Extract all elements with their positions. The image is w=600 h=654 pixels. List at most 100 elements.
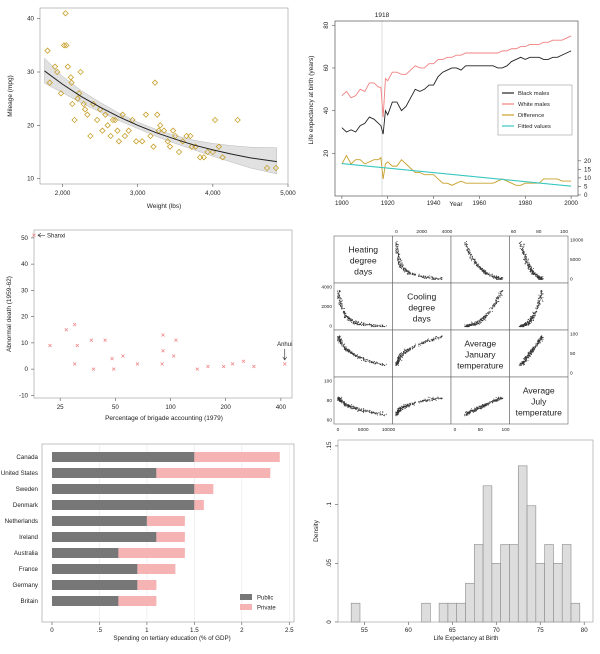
matrix-point <box>532 351 534 353</box>
matrix-point <box>413 404 415 406</box>
matrix-point <box>378 363 380 365</box>
matrix-point <box>499 397 501 399</box>
matrix-point <box>375 324 377 326</box>
matrix-point <box>427 338 429 340</box>
bar-private <box>137 580 157 590</box>
matrix-point <box>341 400 343 402</box>
matrix-point <box>359 323 361 325</box>
mileage-point <box>169 127 177 134</box>
matrix-point <box>523 326 525 328</box>
matrix-cell <box>509 329 569 378</box>
matrix-point <box>531 317 533 319</box>
bar-private <box>118 596 157 606</box>
matrix-point <box>338 400 340 402</box>
matrix-point <box>479 266 481 268</box>
matrix-point <box>425 341 427 343</box>
matrix-left-tick-label: 100 <box>324 379 332 385</box>
histogram-x-tick-label: 75 <box>537 627 544 634</box>
matrix-point <box>485 404 487 406</box>
matrix-point <box>397 252 399 254</box>
mileage-points <box>44 10 280 172</box>
matrix-point <box>339 294 341 296</box>
matrix-point <box>469 252 471 254</box>
matrix-point <box>395 412 397 414</box>
matrix-point <box>523 361 525 363</box>
matrix-point <box>470 254 472 256</box>
matrix-point <box>501 290 503 292</box>
difference-axis-tick-label: 15 <box>584 166 591 173</box>
matrix-point <box>533 318 535 320</box>
matrix-point <box>521 362 523 364</box>
matrix-point <box>474 262 476 264</box>
matrix-point <box>523 243 525 245</box>
famine-plot-frame <box>33 229 293 399</box>
matrix-point <box>356 322 358 324</box>
matrix-top-tick-label: 4000 <box>442 229 453 235</box>
matrix-point <box>522 250 524 252</box>
histogram-x-tick-label: 70 <box>493 627 500 634</box>
matrix-point <box>398 410 400 412</box>
matrix-point <box>525 324 527 326</box>
matrix-point <box>397 413 399 415</box>
matrix-point <box>397 263 399 265</box>
series-line-white-males <box>341 35 572 118</box>
matrix-point <box>367 324 369 326</box>
matrix-point <box>537 342 539 344</box>
matrix-point <box>373 361 375 363</box>
matrix-point <box>524 257 526 259</box>
matrix-point <box>470 323 472 325</box>
matrix-point <box>471 257 473 259</box>
mileage-point <box>71 116 78 124</box>
matrix-point <box>377 412 379 414</box>
matrix-point <box>522 248 524 250</box>
matrix-point <box>519 326 521 328</box>
matrix-point <box>469 256 471 258</box>
famine-x-tick-label: 25 <box>57 404 64 411</box>
matrix-point <box>337 296 339 298</box>
matrix-cell <box>392 329 452 378</box>
matrix-point <box>523 361 525 363</box>
matrix-point <box>399 254 401 256</box>
matrix-point <box>370 325 372 327</box>
anhui-arrow <box>282 348 288 361</box>
matrix-point <box>538 305 540 307</box>
matrix-point <box>344 310 346 312</box>
matrix-point <box>400 262 402 264</box>
matrix-point <box>486 273 488 275</box>
matrix-point <box>401 266 403 268</box>
matrix-point <box>353 406 355 408</box>
matrix-point <box>373 324 375 326</box>
matrix-point <box>351 321 353 323</box>
matrix-point <box>401 359 403 361</box>
famine-x-tick-label: 100 <box>165 404 176 411</box>
matrix-point <box>473 324 475 326</box>
mileage-point <box>215 143 223 150</box>
matrix-point <box>498 292 500 294</box>
matrix-point <box>520 242 522 244</box>
matrix-point <box>402 355 404 357</box>
matrix-point <box>429 397 431 399</box>
matrix-point <box>469 325 471 327</box>
matrix-point <box>530 320 532 322</box>
matrix-point <box>534 315 536 317</box>
matrix-point <box>480 321 482 323</box>
matrix-point <box>493 398 495 400</box>
matrix-point <box>377 326 379 328</box>
matrix-point <box>395 365 397 367</box>
matrix-point <box>490 275 492 277</box>
matrix-point <box>343 308 345 310</box>
matrix-point <box>487 404 489 406</box>
matrix-point <box>402 408 404 410</box>
matrix-point <box>431 340 433 342</box>
matrix-point <box>405 270 407 272</box>
matrix-point <box>379 413 381 415</box>
matrix-point <box>355 321 357 323</box>
matrix-point <box>411 403 413 405</box>
matrix-point <box>497 301 499 303</box>
matrix-point <box>531 350 533 352</box>
matrix-point <box>473 261 475 263</box>
matrix-point <box>538 278 540 280</box>
matrix-point <box>541 340 543 342</box>
mileage-point <box>81 106 89 113</box>
